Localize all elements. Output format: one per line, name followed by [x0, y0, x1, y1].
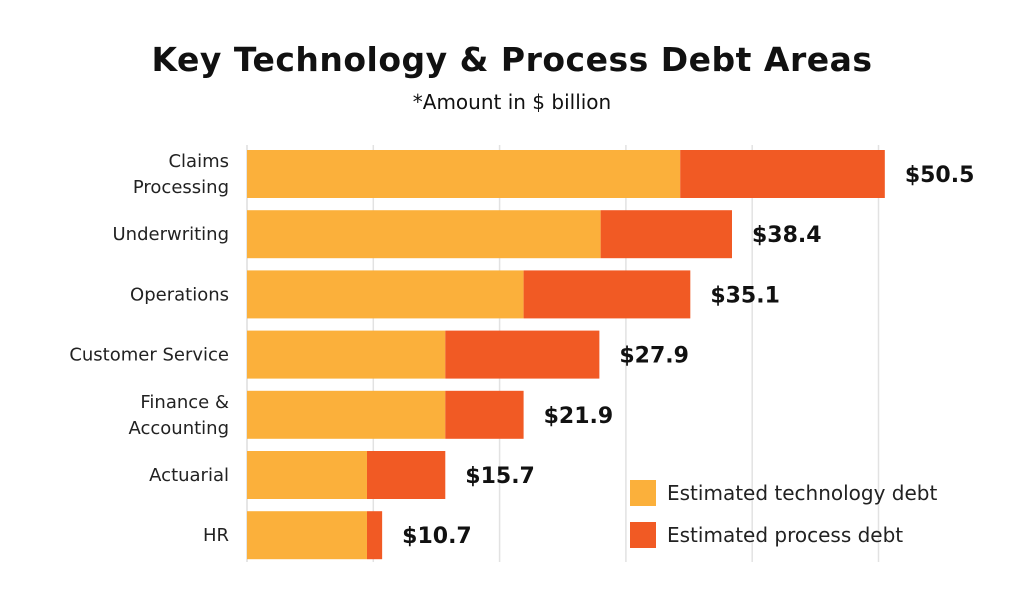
bar-process-debt	[445, 330, 600, 379]
chart-subtitle: *Amount in $ billion	[412, 90, 612, 114]
bar-process-debt	[600, 210, 732, 259]
bar-technology-debt	[247, 390, 446, 439]
total-label: $27.9	[619, 344, 689, 369]
bar-process-debt	[366, 451, 446, 499]
category-label: Customer Service	[69, 345, 229, 366]
bar-process-debt	[445, 390, 524, 439]
total-label: $15.7	[465, 464, 535, 489]
bar-process-debt	[523, 270, 691, 319]
bar-technology-debt	[247, 451, 367, 499]
legend-label: Estimated process debt	[667, 523, 903, 547]
category-label: Claims Processing	[133, 151, 229, 198]
bar-technology-debt	[247, 210, 601, 259]
legend-swatch	[630, 480, 656, 506]
chart-title: Key Technology & Process Debt Areas	[151, 40, 873, 79]
category-label: Actuarial	[149, 465, 229, 486]
bar-technology-debt	[247, 330, 446, 379]
legend-swatch	[630, 522, 656, 548]
total-label: $21.9	[544, 404, 614, 429]
category-label: HR	[203, 525, 229, 546]
bar-process-debt	[366, 511, 383, 560]
total-label: $50.5	[905, 163, 975, 188]
total-label: $10.7	[402, 524, 472, 549]
bar-process-debt	[680, 150, 885, 198]
bar-technology-debt	[247, 511, 367, 560]
category-label: Operations	[130, 284, 229, 305]
total-label: $35.1	[710, 283, 780, 308]
category-label: Finance & Accounting	[128, 392, 229, 439]
bar-technology-debt	[247, 270, 524, 319]
legend-label: Estimated technology debt	[667, 481, 938, 505]
total-label: $38.4	[752, 223, 822, 248]
bar-technology-debt	[247, 150, 681, 198]
category-label: Underwriting	[113, 224, 230, 245]
